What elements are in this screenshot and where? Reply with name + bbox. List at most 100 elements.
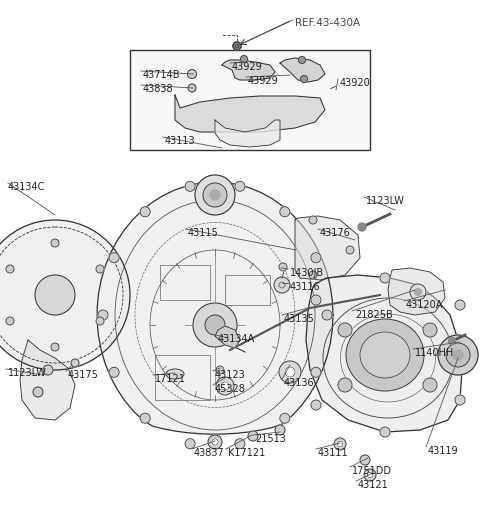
Text: 43121: 43121 <box>358 480 389 490</box>
Circle shape <box>0 220 130 370</box>
Polygon shape <box>20 340 75 420</box>
Circle shape <box>448 337 456 345</box>
Text: 43116: 43116 <box>290 282 321 292</box>
Circle shape <box>235 439 245 449</box>
Text: 43714B: 43714B <box>143 70 180 80</box>
Circle shape <box>455 395 465 405</box>
Text: 43113: 43113 <box>165 136 196 146</box>
Bar <box>225 275 270 305</box>
Circle shape <box>0 227 123 363</box>
Circle shape <box>193 303 237 347</box>
Circle shape <box>140 207 150 217</box>
Circle shape <box>299 57 305 63</box>
Bar <box>130 50 370 150</box>
Text: 21825B: 21825B <box>355 310 393 320</box>
Circle shape <box>33 387 43 397</box>
Circle shape <box>216 377 234 395</box>
Polygon shape <box>175 95 325 132</box>
Circle shape <box>334 438 346 450</box>
Circle shape <box>311 400 321 410</box>
Circle shape <box>109 367 119 377</box>
Text: 21513: 21513 <box>255 434 286 444</box>
Circle shape <box>235 181 245 192</box>
Circle shape <box>364 469 376 481</box>
Circle shape <box>338 378 352 392</box>
Circle shape <box>311 367 321 377</box>
Circle shape <box>300 75 308 83</box>
Circle shape <box>455 300 465 310</box>
Circle shape <box>438 335 478 375</box>
Text: 43176: 43176 <box>320 228 351 238</box>
Circle shape <box>203 183 227 207</box>
Circle shape <box>185 181 195 192</box>
Circle shape <box>360 455 370 465</box>
Circle shape <box>311 253 321 263</box>
Ellipse shape <box>346 319 424 391</box>
Circle shape <box>311 295 321 305</box>
Circle shape <box>453 350 463 360</box>
Ellipse shape <box>166 369 184 379</box>
Text: 43136: 43136 <box>284 378 314 388</box>
Circle shape <box>233 42 241 50</box>
Bar <box>160 265 210 300</box>
Circle shape <box>96 317 104 325</box>
Text: 1430JB: 1430JB <box>290 268 324 278</box>
Text: 43120A: 43120A <box>406 300 444 310</box>
Circle shape <box>248 431 258 441</box>
Circle shape <box>233 42 241 50</box>
Text: 43838: 43838 <box>143 84 174 94</box>
Circle shape <box>423 378 437 392</box>
Text: 43115: 43115 <box>188 228 219 238</box>
Circle shape <box>98 310 108 320</box>
Circle shape <box>212 439 218 445</box>
Circle shape <box>51 239 59 247</box>
Circle shape <box>240 56 248 62</box>
Text: 43929: 43929 <box>232 62 263 72</box>
Circle shape <box>140 413 150 423</box>
Circle shape <box>188 84 196 92</box>
Circle shape <box>322 310 332 320</box>
Circle shape <box>274 277 290 293</box>
Text: 43119: 43119 <box>428 446 458 456</box>
Circle shape <box>309 216 317 224</box>
Circle shape <box>380 273 390 283</box>
Circle shape <box>185 439 195 449</box>
Polygon shape <box>295 216 360 280</box>
Circle shape <box>410 284 426 300</box>
Text: 43175: 43175 <box>68 370 99 380</box>
Text: 43929: 43929 <box>248 76 279 86</box>
Circle shape <box>280 207 290 217</box>
Circle shape <box>275 425 285 435</box>
Text: 43134C: 43134C <box>8 182 46 192</box>
Circle shape <box>210 190 220 200</box>
Circle shape <box>195 175 235 215</box>
Bar <box>155 355 210 400</box>
Circle shape <box>71 359 79 367</box>
Text: 1751DD: 1751DD <box>352 466 392 476</box>
Circle shape <box>208 435 222 449</box>
Circle shape <box>51 343 59 351</box>
Circle shape <box>280 413 290 423</box>
Text: 43135: 43135 <box>284 314 315 324</box>
Text: K17121: K17121 <box>228 448 265 458</box>
Circle shape <box>423 323 437 337</box>
Circle shape <box>380 427 390 437</box>
Circle shape <box>6 265 14 273</box>
Text: 17121: 17121 <box>155 374 186 384</box>
Circle shape <box>285 367 295 377</box>
Circle shape <box>188 70 196 78</box>
Circle shape <box>446 343 470 367</box>
Circle shape <box>415 289 421 295</box>
Circle shape <box>358 223 366 231</box>
Polygon shape <box>215 120 280 147</box>
Circle shape <box>221 382 229 390</box>
Text: 43111: 43111 <box>318 448 348 458</box>
Circle shape <box>205 315 225 335</box>
Text: 1140HH: 1140HH <box>415 348 454 358</box>
Text: 43920: 43920 <box>340 78 371 88</box>
Ellipse shape <box>360 332 410 378</box>
Circle shape <box>43 365 53 375</box>
Text: 43837: 43837 <box>194 448 225 458</box>
Circle shape <box>346 246 354 254</box>
Polygon shape <box>215 326 240 348</box>
